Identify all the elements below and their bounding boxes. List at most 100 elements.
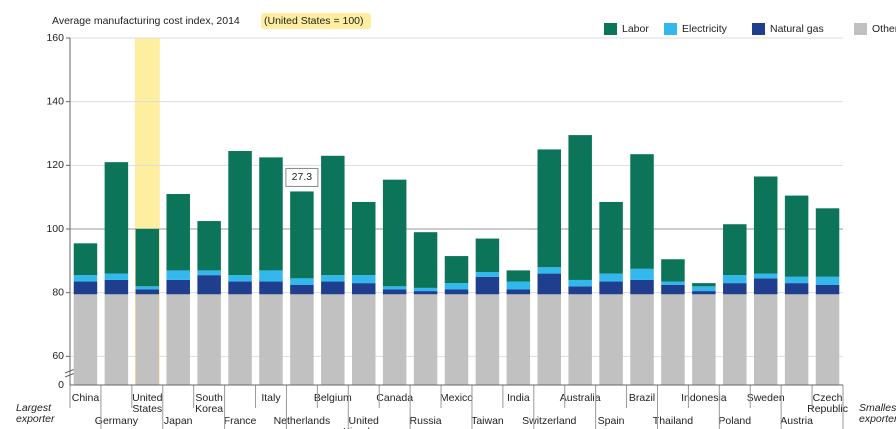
bar-segment (197, 294, 221, 385)
x-tick-label: Russia (410, 415, 442, 427)
x-tick-label: Belgium (314, 392, 352, 404)
bar-segment (475, 276, 500, 295)
x-tick-label: Sweden (747, 392, 785, 404)
x-tick-label: Switzerland (522, 415, 576, 427)
bar-segment (104, 294, 129, 385)
legend-swatch (664, 23, 677, 35)
bar-segment (692, 283, 716, 287)
bar-segment (661, 259, 685, 282)
bar-segment (784, 283, 809, 295)
bar-segment (104, 162, 129, 274)
bar-segment (568, 135, 592, 280)
bar-segment (568, 294, 592, 385)
bar-segment (599, 281, 623, 295)
x-tick-label: United States (132, 392, 163, 415)
bar-segment (290, 278, 314, 285)
bar-segment (537, 267, 562, 274)
bar-segment (321, 294, 345, 385)
y-tick-label: 80 (52, 286, 64, 298)
bar-segment (723, 224, 747, 276)
legend-swatch (854, 23, 867, 35)
x-tick-label: Italy (261, 392, 281, 404)
x-tick-label: Australia (560, 392, 601, 404)
bar-segment (413, 291, 438, 295)
axis-break (64, 372, 76, 378)
legend-label: Labor (622, 23, 649, 35)
bar-segment (475, 238, 500, 272)
bar-segment (351, 294, 376, 385)
side-label: Largest exporter (16, 402, 55, 425)
bar-segment (382, 286, 407, 290)
bar-segment (444, 289, 469, 295)
bar-segment (104, 279, 129, 295)
bar-segment (135, 229, 160, 287)
bar-segment (104, 273, 129, 280)
legend-label: Electricity (682, 23, 728, 35)
bar-segment (351, 283, 376, 295)
bar-segment (815, 284, 840, 295)
bar-segment (692, 294, 716, 385)
x-tick-label: Taiwan (471, 415, 504, 427)
bar-segment (599, 294, 623, 385)
x-tick-label: Poland (718, 415, 751, 427)
y-tick-label: 60 (52, 350, 64, 362)
x-tick-label: Czech Republic (807, 392, 848, 415)
bar-segment (351, 201, 376, 276)
y-tick-label: 160 (46, 32, 64, 44)
bar-segment (166, 279, 190, 295)
bar-segment (630, 268, 654, 280)
bar-segment (321, 275, 345, 282)
bar-segment (290, 284, 314, 295)
bar-segment (753, 294, 778, 385)
x-tick-label: Thailand (653, 415, 693, 427)
legend-label: Other (872, 23, 896, 35)
bar-segment (135, 294, 160, 385)
bar-segment (599, 201, 623, 274)
bar-segment (290, 191, 314, 279)
bar-segment (599, 273, 623, 282)
bar-segment (475, 294, 500, 385)
bar-segment (537, 273, 562, 295)
bar-segment (135, 289, 160, 295)
chart-subtitle-highlight: (United States = 100) (264, 15, 364, 27)
x-tick-label: Germany (95, 415, 139, 427)
y-tick-label: 140 (46, 95, 64, 107)
bar-segment (321, 281, 345, 295)
x-tick-label: Indonesia (681, 392, 727, 404)
bar-segment (197, 270, 221, 276)
bar-segment (784, 294, 809, 385)
bar-segment (228, 294, 252, 385)
bar-segment (506, 289, 531, 295)
bar-segment (259, 157, 283, 271)
bar-segment (475, 271, 500, 277)
bar-segment (73, 294, 98, 385)
bar-segment (351, 275, 376, 284)
bar-segment (444, 256, 469, 284)
bar-segment (259, 281, 283, 295)
bar-segment (166, 193, 190, 271)
bar-segment (197, 275, 221, 295)
bar-segment (784, 276, 809, 284)
bar-segment (506, 270, 531, 282)
x-tick-label: UnitedKingdom (343, 415, 385, 429)
bar-segment (692, 291, 716, 295)
bar-segment (661, 284, 685, 295)
bar-segment (815, 294, 840, 385)
bar-segment (537, 294, 562, 385)
bar-segment (506, 281, 531, 290)
bar-segment (382, 294, 407, 385)
bar-segment (784, 195, 809, 277)
bar-segment (413, 294, 438, 385)
bar-segment (259, 270, 283, 282)
bar-segment (197, 221, 221, 271)
bar-segment (73, 281, 98, 295)
bar-segment (321, 155, 345, 276)
legend-swatch (752, 23, 765, 35)
tooltip-box (285, 167, 319, 187)
x-tick-label: China (72, 392, 100, 404)
y-tick-label: 120 (46, 159, 64, 171)
bar-segment (382, 289, 407, 295)
axis-break (64, 368, 76, 374)
legend-label: Natural gas (770, 23, 824, 35)
